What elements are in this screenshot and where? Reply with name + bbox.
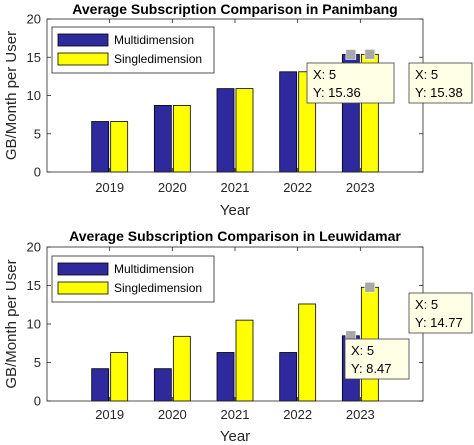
datatip-box bbox=[408, 292, 473, 334]
y-tick-label: 20 bbox=[27, 12, 41, 27]
bar-singledimension-2021[interactable] bbox=[235, 88, 254, 173]
legend-label-singledimension: Singledimension bbox=[114, 52, 202, 66]
datatip-y: Y: 14.77 bbox=[415, 315, 463, 330]
bar-multidimension-2019[interactable] bbox=[91, 121, 110, 173]
datatip-marker[interactable] bbox=[345, 49, 357, 60]
datatip-x: X: 5 bbox=[313, 67, 336, 82]
x-tick-label: 2021 bbox=[221, 180, 250, 195]
x-tick-label: 2021 bbox=[221, 407, 250, 422]
bar-singledimension-2019[interactable] bbox=[110, 352, 129, 402]
legend-swatch-singledimension bbox=[57, 52, 109, 66]
legend-label-multidimension: Multidimension bbox=[114, 262, 194, 276]
chart-title: Average Subscription Comparison in Panim… bbox=[72, 1, 397, 17]
y-tick-label: 5 bbox=[34, 355, 41, 370]
legend: Multidimension Singledimension bbox=[51, 255, 215, 303]
datatip-x: X: 5 bbox=[351, 343, 374, 358]
x-tick-label: 2019 bbox=[95, 180, 124, 195]
legend-label-multidimension: Multidimension bbox=[114, 33, 194, 47]
y-tick-label: 0 bbox=[34, 165, 41, 180]
bar-singledimension-2019[interactable] bbox=[110, 121, 129, 173]
datatip-y: Y: 15.36 bbox=[313, 85, 361, 100]
bar-multidimension-2021[interactable] bbox=[216, 352, 235, 402]
bar-singledimension-2020[interactable] bbox=[172, 105, 191, 173]
x-tick-label: 2022 bbox=[283, 407, 312, 422]
y-tick-label: 10 bbox=[27, 317, 41, 332]
bar-multidimension-2021[interactable] bbox=[216, 88, 235, 173]
x-tick-label: 2023 bbox=[346, 180, 375, 195]
bar-singledimension-2020[interactable] bbox=[172, 335, 191, 402]
datatip-box bbox=[408, 62, 473, 104]
bar-multidimension-2022[interactable] bbox=[279, 352, 298, 402]
y-axis-label: GB/Month per User bbox=[3, 31, 20, 160]
x-tick-label: 2020 bbox=[158, 407, 187, 422]
legend-swatch-multidimension bbox=[57, 33, 109, 47]
chart-title: Average Subscription Comparison in Leuwi… bbox=[69, 228, 401, 244]
datatip-y: Y: 8.47 bbox=[351, 361, 391, 376]
datatip-marker[interactable] bbox=[364, 281, 376, 293]
datatip[interactable]: X: 5 Y: 15.38 bbox=[408, 62, 473, 104]
datatip[interactable]: X: 5 Y: 8.47 bbox=[344, 338, 410, 380]
y-tick-label: 0 bbox=[34, 394, 41, 409]
bar-multidimension-2020[interactable] bbox=[153, 105, 172, 173]
y-tick-label: 10 bbox=[27, 88, 41, 103]
x-tick-label: 2022 bbox=[283, 180, 312, 195]
y-tick-label: 20 bbox=[27, 240, 41, 255]
bar-singledimension-2021[interactable] bbox=[235, 319, 254, 402]
x-tick-label: 2020 bbox=[158, 180, 187, 195]
datatip-box bbox=[344, 338, 410, 380]
bar-multidimension-2020[interactable] bbox=[153, 368, 172, 402]
datatip-y: Y: 15.38 bbox=[415, 85, 463, 100]
datatip-box bbox=[306, 62, 395, 104]
bar-singledimension-2022[interactable] bbox=[298, 303, 317, 402]
legend-label-singledimension: Singledimension bbox=[114, 281, 202, 295]
leuwidamar-chart: Average Subscription Comparison in Leuwi… bbox=[3, 228, 473, 445]
x-axis-label: Year bbox=[220, 202, 250, 219]
y-tick-label: 5 bbox=[34, 126, 41, 141]
datatip-marker[interactable] bbox=[364, 49, 376, 60]
legend-swatch-singledimension bbox=[57, 281, 109, 295]
y-axis-label: GB/Month per User bbox=[3, 259, 20, 388]
y-tick-label: 15 bbox=[27, 50, 41, 65]
datatip-x: X: 5 bbox=[415, 67, 438, 82]
panimbang-chart: Average Subscription Comparison in Panim… bbox=[3, 1, 473, 219]
x-tick-label: 2023 bbox=[346, 407, 375, 422]
bar-multidimension-2022[interactable] bbox=[279, 71, 298, 173]
datatip-x: X: 5 bbox=[415, 297, 438, 312]
x-axis-label: Year bbox=[220, 428, 250, 445]
x-tick-label: 2019 bbox=[95, 407, 124, 422]
bar-multidimension-2019[interactable] bbox=[91, 368, 110, 402]
legend-swatch-multidimension bbox=[57, 262, 109, 276]
datatip[interactable]: X: 5 Y: 15.36 bbox=[306, 62, 395, 104]
legend: Multidimension Singledimension bbox=[51, 26, 215, 74]
y-tick-label: 15 bbox=[27, 278, 41, 293]
datatip[interactable]: X: 5 Y: 14.77 bbox=[408, 292, 473, 334]
